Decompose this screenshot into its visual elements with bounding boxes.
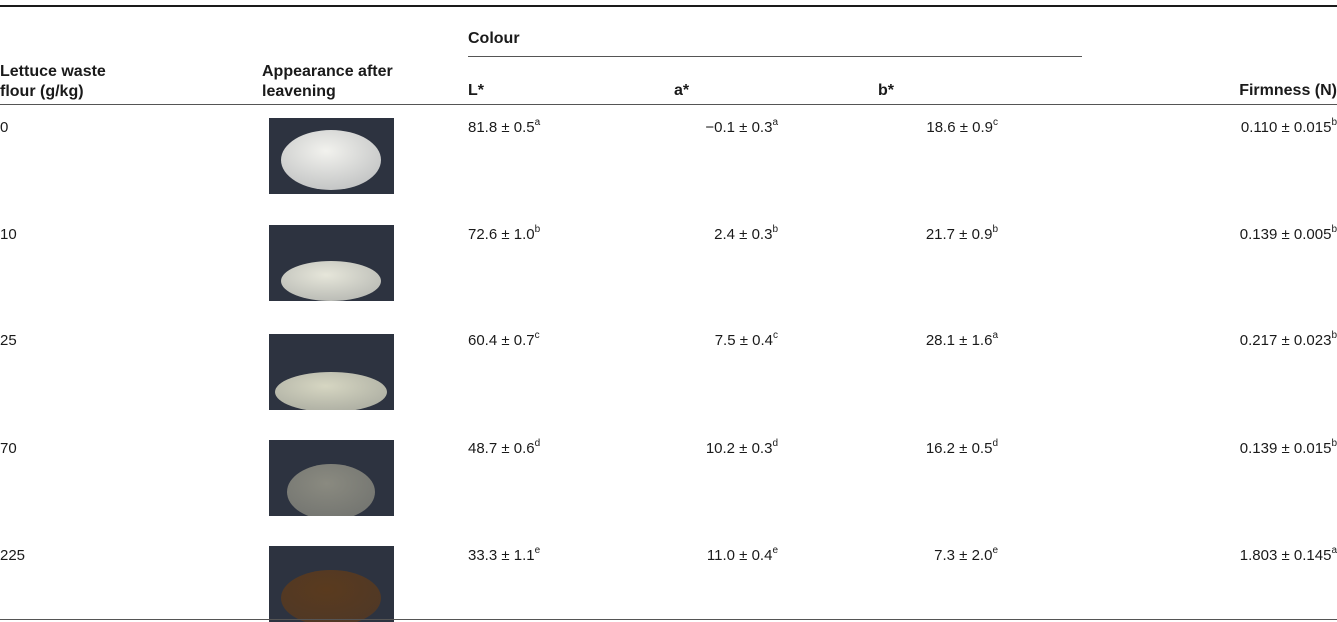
cell-b: 18.6 ± 0.9c [926, 117, 998, 137]
cell-flour: 70 [0, 440, 17, 457]
header-lettuce-line2: flour (g/kg) [0, 83, 84, 100]
cell-firmness: 0.139 ± 0.015b [1239, 438, 1337, 458]
cell-b: 21.7 ± 0.9b [925, 224, 998, 244]
cell-b: 7.3 ± 2.0e [934, 545, 998, 565]
cell-a: −0.1 ± 0.3a [705, 117, 778, 137]
header-colour: Colour [468, 30, 520, 47]
cell-a: 7.5 ± 0.4c [714, 330, 778, 350]
header-lettuce-line1: Lettuce waste [0, 63, 106, 80]
cell-firmness: 0.139 ± 0.005b [1239, 224, 1337, 244]
cell-flour: 10 [0, 226, 17, 243]
cell-l: 48.7 ± 0.6d [468, 438, 541, 458]
header-a: a* [674, 82, 690, 99]
dough-photo [269, 334, 394, 410]
dough-photo [269, 440, 394, 516]
bottom-rule [0, 619, 1337, 620]
header-lettuce-flour: Lettuce waste flour (g/kg) [0, 62, 106, 102]
cell-l: 60.4 ± 0.7c [468, 330, 540, 350]
cell-firmness: 0.217 ± 0.023b [1239, 330, 1337, 350]
colour-span-rule [468, 56, 1082, 57]
header-b: b* [878, 82, 894, 99]
cell-l: 81.8 ± 0.5a [468, 117, 541, 137]
dough-photo [269, 225, 394, 301]
cell-firmness: 1.803 ± 0.145a [1239, 545, 1337, 565]
cell-a: 10.2 ± 0.3d [705, 438, 778, 458]
cell-l: 33.3 ± 1.1e [468, 545, 541, 565]
cell-a: 11.0 ± 0.4e [706, 545, 778, 565]
cell-flour: 0 [0, 119, 9, 136]
dough-photo [269, 118, 394, 194]
cell-b: 16.2 ± 0.5d [925, 438, 998, 458]
header-l: L* [468, 82, 484, 99]
cell-firmness: 0.110 ± 0.015b [1240, 117, 1337, 137]
cell-l: 72.6 ± 1.0b [468, 224, 541, 244]
cell-b: 28.1 ± 1.6a [925, 330, 998, 350]
header-rule [0, 104, 1337, 105]
header-firmness: Firmness (N) [1239, 82, 1337, 99]
header-appearance: Appearance after leavening [262, 62, 393, 102]
dough-photo [269, 546, 394, 622]
cell-flour: 25 [0, 332, 17, 349]
header-appearance-line1: Appearance after [262, 63, 393, 80]
top-rule [0, 5, 1337, 7]
header-appearance-line2: leavening [262, 83, 336, 100]
cell-a: 2.4 ± 0.3b [714, 224, 778, 244]
cell-flour: 225 [0, 547, 26, 564]
